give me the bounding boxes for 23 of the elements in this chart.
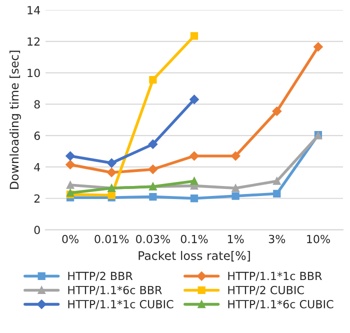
x-tick-label: 0.1% [180,234,208,244]
y-axis-title: Downloading time [sec] [10,50,21,189]
y-tick-label: 4 [34,163,40,172]
y-tick-label: 8 [34,100,40,109]
legend-label: HTTP/2 BBR [68,272,133,282]
legend-label: HTTP/1.1*6c BBR [68,286,162,296]
x-tick-label: 10% [307,234,330,244]
legend-label: HTTP/1.1*6c CUBIC [228,300,334,310]
legend-label: HTTP/2 CUBIC [228,286,304,296]
y-tick-label: 0 [34,226,40,234]
y-tick-label: 14 [28,6,40,14]
x-tick-label: 0.01% [94,234,129,244]
x-tick-label: 0% [62,234,78,244]
y-tick-label: 2 [34,194,40,203]
x-axis-title: Packet loss rate[%] [138,250,250,262]
y-tick-label: 10 [28,68,40,78]
legend-label: HTTP/1.1*1c CUBIC [68,300,174,310]
x-tick-label: 0.03% [136,234,170,244]
x-tick-label: 3% [268,234,286,244]
y-tick-label: 6 [34,132,40,140]
legend-label: HTTP/1.1*1c BBR [228,272,322,282]
y-tick-label: 12 [28,37,40,46]
x-tick-label: 1% [228,234,244,244]
